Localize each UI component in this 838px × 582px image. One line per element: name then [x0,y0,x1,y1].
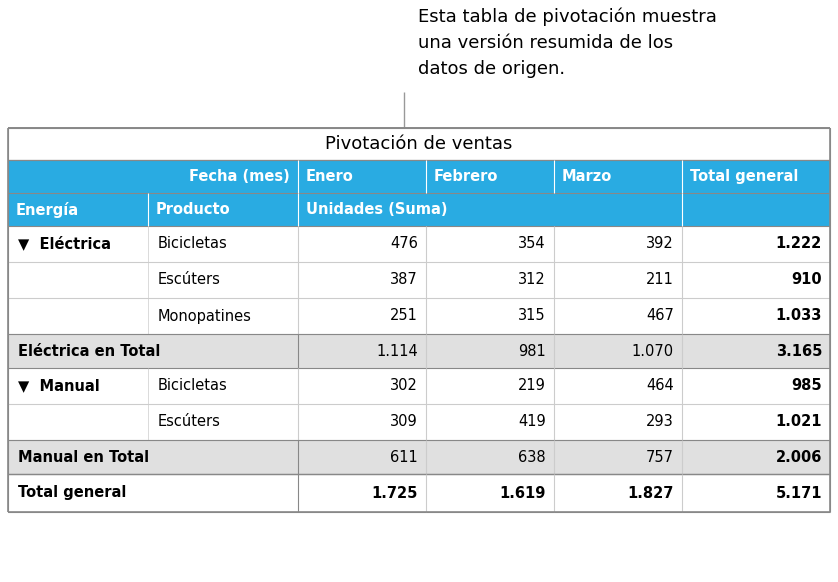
Text: 312: 312 [518,272,546,288]
Text: 3.165: 3.165 [776,343,822,359]
Text: 1.725: 1.725 [371,485,418,501]
Text: 611: 611 [391,449,418,464]
Text: 1.070: 1.070 [632,343,674,359]
Text: 757: 757 [646,449,674,464]
Bar [8,298,830,334]
Text: Bicicletas: Bicicletas [158,378,228,393]
Text: 1.222: 1.222 [776,236,822,251]
Text: Marzo: Marzo [562,169,613,184]
Text: 467: 467 [646,308,674,324]
Text: 1.619: 1.619 [499,485,546,501]
Text: 1.021: 1.021 [775,414,822,430]
Bar [8,128,830,160]
Bar [8,404,830,440]
Bar [8,368,830,404]
Bar [8,262,830,298]
Text: 1.114: 1.114 [376,343,418,359]
Text: Manual en Total: Manual en Total [18,449,149,464]
Text: 293: 293 [646,414,674,430]
Text: 1.827: 1.827 [628,485,674,501]
Text: Total general: Total general [690,169,799,184]
Bar [8,226,830,262]
Text: Eléctrica en Total: Eléctrica en Total [18,343,160,359]
Text: 1.033: 1.033 [776,308,822,324]
Text: 638: 638 [519,449,546,464]
Text: 302: 302 [391,378,418,393]
Text: 476: 476 [391,236,418,251]
Text: 981: 981 [518,343,546,359]
Text: 211: 211 [646,272,674,288]
Text: Escúters: Escúters [158,414,221,430]
Bar [8,474,830,512]
Text: Total general: Total general [18,485,127,501]
Text: Bicicletas: Bicicletas [158,236,228,251]
Text: Energía: Energía [16,201,79,218]
Text: 5.171: 5.171 [775,485,822,501]
Text: Pivotación de ventas: Pivotación de ventas [325,135,513,153]
Bar [8,440,830,474]
Text: 315: 315 [519,308,546,324]
Bar [8,334,830,368]
Text: Fecha (mes): Fecha (mes) [189,169,290,184]
Text: 309: 309 [391,414,418,430]
Text: ▼  Eléctrica: ▼ Eléctrica [18,236,111,251]
Text: Monopatines: Monopatines [158,308,252,324]
Text: Febrero: Febrero [434,169,499,184]
Text: Unidades (Suma): Unidades (Suma) [306,202,447,217]
Bar [8,193,830,226]
Text: 985: 985 [791,378,822,393]
Text: 910: 910 [791,272,822,288]
Text: 419: 419 [518,414,546,430]
Text: 354: 354 [519,236,546,251]
Text: ▼  Manual: ▼ Manual [18,378,100,393]
Text: Producto: Producto [156,202,230,217]
Text: Enero: Enero [306,169,354,184]
Text: 219: 219 [518,378,546,393]
Bar [8,160,830,193]
Text: 464: 464 [646,378,674,393]
Text: 387: 387 [391,272,418,288]
Text: 392: 392 [646,236,674,251]
Text: Escúters: Escúters [158,272,221,288]
Text: Esta tabla de pivotación muestra
una versión resumida de los
datos de origen.: Esta tabla de pivotación muestra una ver… [418,8,716,78]
Text: 251: 251 [391,308,418,324]
Text: 2.006: 2.006 [776,449,822,464]
